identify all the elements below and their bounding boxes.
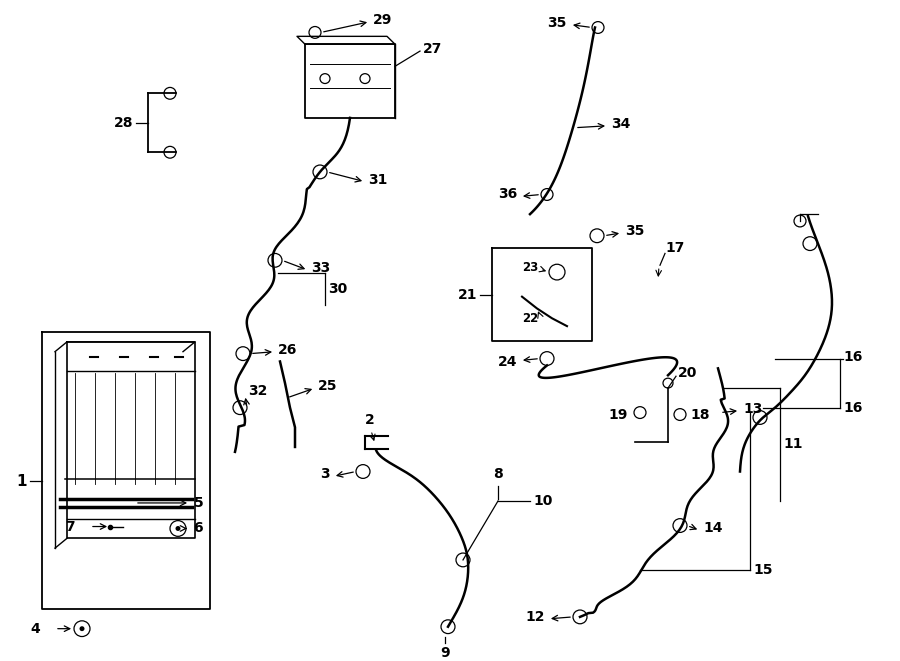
Text: 7: 7 bbox=[66, 520, 75, 533]
Text: 3: 3 bbox=[320, 467, 330, 481]
Text: 24: 24 bbox=[498, 356, 517, 369]
Circle shape bbox=[176, 526, 181, 531]
Text: 22: 22 bbox=[522, 312, 538, 325]
Text: 16: 16 bbox=[843, 350, 862, 364]
Text: 31: 31 bbox=[368, 173, 387, 187]
Text: 32: 32 bbox=[248, 384, 267, 398]
Text: 20: 20 bbox=[678, 366, 698, 380]
Text: 33: 33 bbox=[311, 261, 330, 275]
Text: 10: 10 bbox=[533, 494, 553, 508]
Text: 30: 30 bbox=[328, 282, 347, 296]
Text: 29: 29 bbox=[373, 13, 392, 26]
Text: 15: 15 bbox=[753, 563, 772, 577]
Text: 35: 35 bbox=[547, 16, 567, 30]
Text: 1: 1 bbox=[16, 474, 27, 489]
Text: 16: 16 bbox=[843, 401, 862, 414]
Text: 19: 19 bbox=[608, 408, 628, 422]
Text: 28: 28 bbox=[113, 116, 133, 130]
Text: 17: 17 bbox=[665, 241, 684, 254]
Text: 34: 34 bbox=[611, 117, 630, 131]
Text: 36: 36 bbox=[498, 188, 517, 202]
Text: 9: 9 bbox=[440, 646, 450, 660]
Text: 2: 2 bbox=[365, 413, 375, 427]
Text: 14: 14 bbox=[703, 522, 723, 535]
Text: 12: 12 bbox=[526, 610, 545, 624]
Text: 5: 5 bbox=[194, 496, 203, 510]
Text: 21: 21 bbox=[457, 288, 477, 301]
Text: 27: 27 bbox=[423, 42, 443, 56]
Circle shape bbox=[79, 626, 85, 631]
Text: 25: 25 bbox=[318, 379, 338, 393]
Text: 26: 26 bbox=[278, 342, 297, 357]
Text: 8: 8 bbox=[493, 467, 503, 481]
Text: 4: 4 bbox=[31, 622, 40, 636]
Text: 23: 23 bbox=[522, 260, 538, 274]
Text: 18: 18 bbox=[690, 408, 709, 422]
Text: 35: 35 bbox=[625, 224, 644, 238]
Text: 6: 6 bbox=[193, 522, 202, 535]
Text: 11: 11 bbox=[783, 437, 803, 451]
Text: 13: 13 bbox=[743, 402, 762, 416]
